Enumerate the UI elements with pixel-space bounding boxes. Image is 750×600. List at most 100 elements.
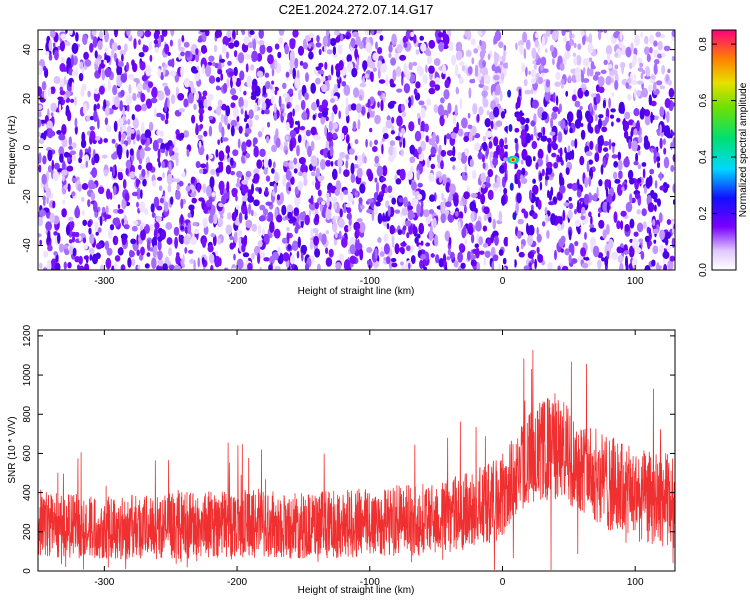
heatmap-cell	[478, 106, 484, 116]
heatmap-cell	[499, 90, 503, 102]
heatmap-cell	[115, 58, 119, 67]
spectrogram-gap	[507, 30, 515, 270]
heatmap-cell	[203, 206, 209, 214]
heatmap-cell	[594, 114, 598, 122]
heatmap-cell	[176, 252, 180, 257]
heatmap-cell	[485, 175, 491, 184]
heatmap-cell	[411, 181, 417, 191]
heatmap-cell	[467, 251, 471, 261]
heatmap-cell	[41, 81, 47, 91]
heatmap-cell	[643, 221, 647, 230]
heatmap-cell	[503, 157, 508, 163]
heatmap-cell	[457, 251, 463, 263]
heatmap-cell	[169, 70, 177, 77]
heatmap-cell	[401, 103, 405, 113]
heatmap-cell	[289, 233, 293, 239]
heatmap-cell	[225, 51, 230, 59]
heatmap-cell	[401, 111, 407, 117]
heatmap-cell	[601, 126, 608, 133]
heatmap-cell	[483, 206, 490, 215]
heatmap-cell	[191, 66, 197, 74]
heatmap-cell	[81, 209, 85, 216]
heatmap-cell	[664, 237, 669, 246]
heatmap-cell	[480, 185, 487, 195]
heatmap-cell	[409, 144, 415, 155]
heatmap-cell	[106, 188, 111, 200]
heatmap-cell	[89, 233, 95, 245]
heatmap-cell	[531, 140, 538, 150]
heatmap-cell	[592, 166, 596, 171]
heatmap-cell	[101, 206, 106, 213]
heatmap-cell	[117, 204, 121, 209]
heatmap-cell	[583, 67, 586, 75]
heatmap-cell	[47, 165, 52, 173]
heatmap-cell	[531, 69, 536, 78]
heatmap-cell	[648, 94, 652, 106]
heatmap-cell	[209, 176, 215, 189]
heatmap-cell	[388, 194, 394, 199]
heatmap-cell	[148, 121, 154, 132]
heatmap-cell	[332, 221, 338, 233]
heatmap-cell	[131, 113, 135, 121]
heatmap-cell	[123, 214, 128, 227]
heatmap-cell	[477, 177, 481, 186]
heatmap-cell	[565, 125, 568, 131]
heatmap-cell	[248, 203, 252, 215]
heatmap-cell	[663, 156, 670, 169]
heatmap-cell	[256, 70, 264, 78]
heatmap-cell	[114, 95, 120, 108]
heatmap-cell	[48, 54, 53, 61]
heatmap-cell	[259, 43, 266, 55]
heatmap-cell	[437, 32, 444, 38]
heatmap-cell	[123, 224, 130, 230]
heatmap-cell	[217, 99, 223, 107]
heatmap-cell	[134, 104, 142, 112]
heatmap-cell	[614, 64, 619, 70]
heatmap-cell	[94, 221, 99, 232]
heatmap-cell	[517, 218, 524, 225]
heatmap-cell	[346, 114, 350, 124]
heatmap-cell	[281, 205, 287, 216]
heatmap-cell	[158, 185, 163, 191]
heatmap-cell	[230, 171, 235, 176]
heatmap-cell	[363, 155, 367, 164]
heatmap-cell	[60, 56, 65, 64]
heatmap-cell	[309, 201, 316, 211]
heatmap-cell	[227, 212, 232, 220]
heatmap-cell	[311, 255, 315, 264]
heatmap-cell	[230, 125, 235, 137]
heatmap-cell	[597, 212, 601, 218]
heatmap-cell	[526, 234, 534, 246]
heatmap-cell	[330, 64, 334, 76]
heatmap-cell	[573, 56, 578, 66]
heatmap-cell	[169, 39, 173, 47]
heatmap-cell	[101, 68, 106, 81]
heatmap-cell	[663, 263, 668, 270]
heatmap-cell	[428, 65, 435, 74]
y-tick-label: -40	[22, 238, 33, 253]
heatmap-cell	[195, 161, 201, 169]
heatmap-cell	[340, 132, 345, 140]
heatmap-cell	[83, 51, 89, 60]
heatmap-cell	[125, 94, 133, 105]
heatmap-cell	[173, 226, 180, 236]
heatmap-cell	[315, 180, 321, 191]
heatmap-cell	[285, 121, 290, 131]
heatmap-cell	[354, 48, 358, 60]
heatmap-cell	[475, 220, 482, 232]
heatmap-cell	[238, 236, 241, 247]
heatmap-cell	[153, 245, 158, 257]
heatmap-cell	[63, 261, 67, 270]
heatmap-cell	[428, 87, 436, 95]
heatmap-cell	[574, 219, 581, 227]
heatmap-cell	[514, 127, 520, 133]
heatmap-cell	[593, 193, 598, 202]
heatmap-cell	[544, 90, 551, 102]
heatmap-cell	[167, 184, 172, 193]
heatmap-cell	[217, 237, 222, 245]
heatmap-cell	[199, 123, 204, 129]
heatmap-cell	[50, 112, 54, 117]
heatmap-cell	[233, 66, 238, 77]
heatmap-cell	[238, 96, 244, 108]
heatmap-cell	[521, 62, 526, 73]
